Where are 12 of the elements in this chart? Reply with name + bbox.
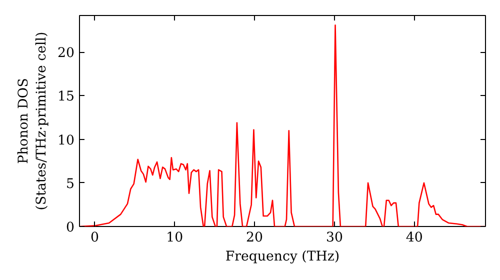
x-tick-label: 20 [246, 230, 264, 246]
y-tick-label: 0 [66, 220, 75, 236]
y-tick-label: 5 [66, 176, 75, 192]
y-tick-label: 10 [58, 133, 75, 148]
y-axis-title: Phonon DOS (States/THz·primitive cell) [16, 32, 50, 210]
x-tick-label: 30 [326, 230, 343, 246]
x-tick-label: 0 [90, 230, 99, 246]
x-axis-title: Frequency (THz) [225, 250, 340, 264]
y-tick-label: 15 [58, 90, 75, 105]
x-tick-label: 10 [166, 230, 184, 246]
y-tick-label: 20 [58, 46, 75, 62]
x-tick-label: 40 [406, 230, 423, 246]
